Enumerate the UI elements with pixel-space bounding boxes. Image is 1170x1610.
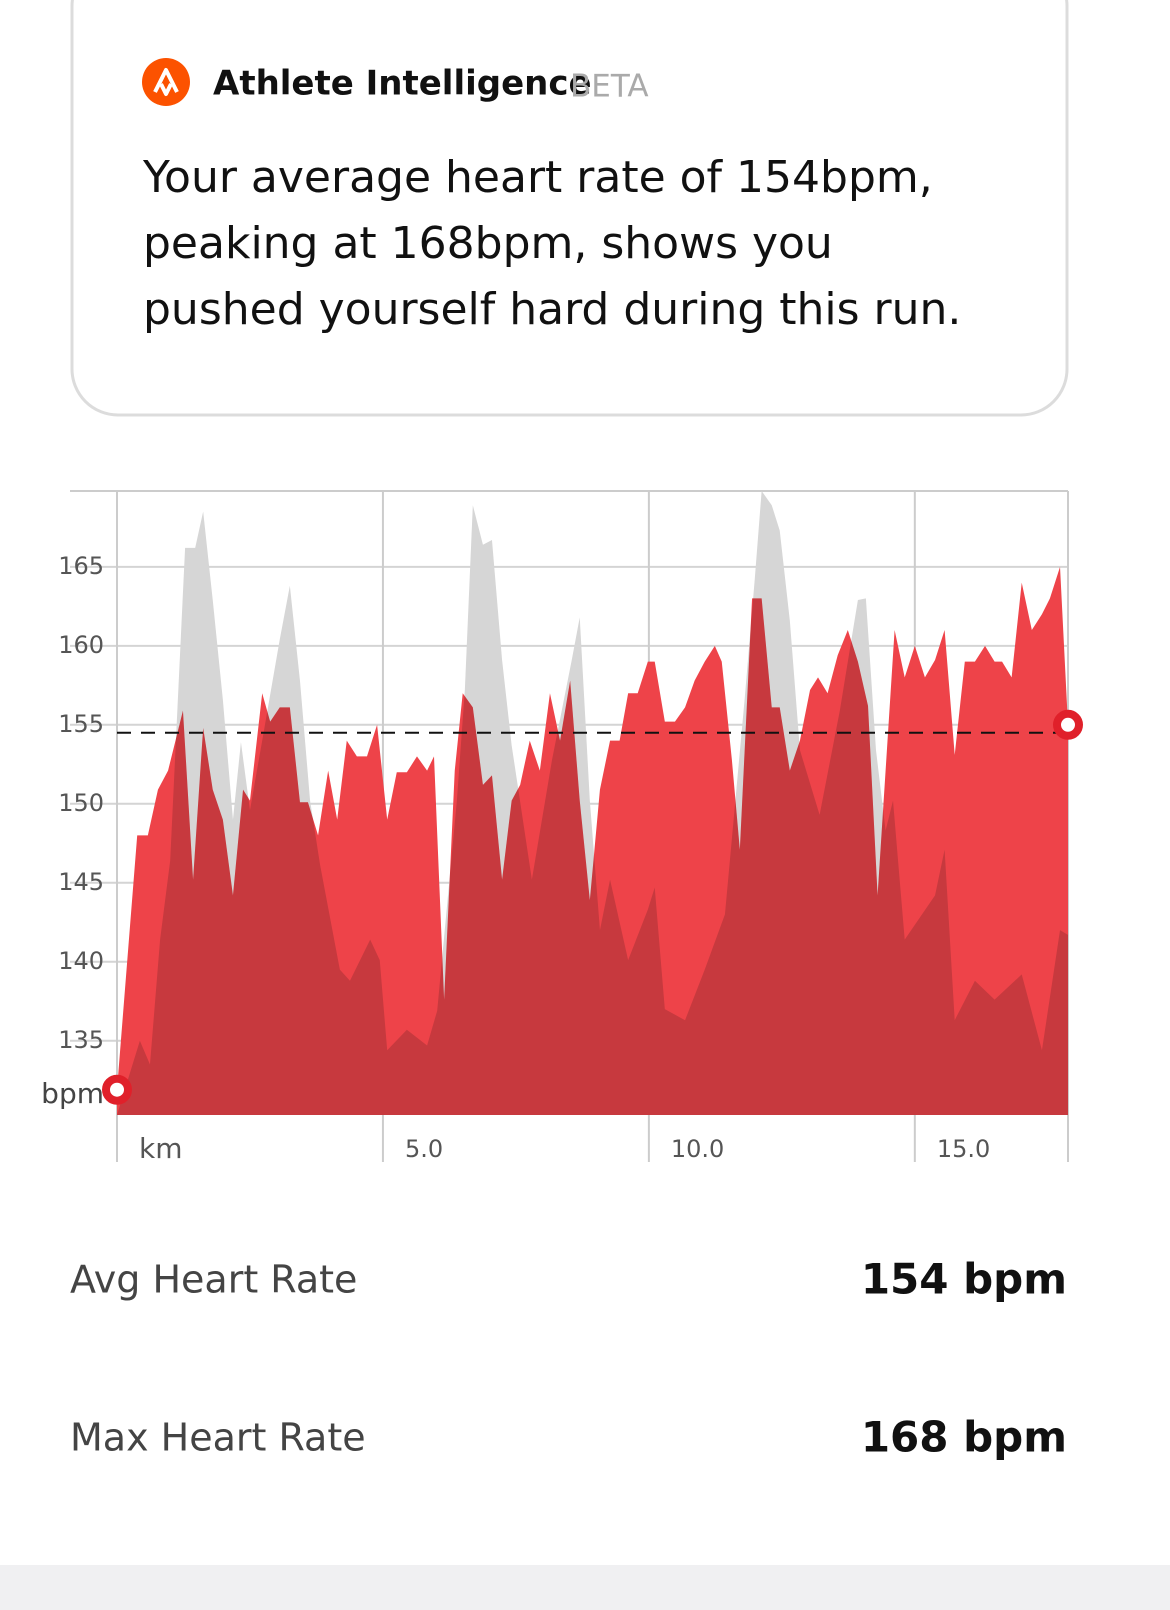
stat-label: Max Heart Rate (70, 1416, 366, 1460)
x-tick-label: 5.0 (405, 1135, 443, 1163)
y-unit: bpm (41, 1077, 104, 1110)
insight-card (70, 0, 1069, 417)
x-tick-label: 10.0 (671, 1135, 724, 1163)
y-tick-label: 135 (58, 1026, 104, 1054)
stat-label: Avg Heart Rate (70, 1258, 357, 1302)
insight-line: Your average heart rate of 154bpm, (142, 152, 933, 203)
y-tick-label: 140 (58, 947, 104, 975)
insight-line: peaking at 168bpm, shows you (143, 218, 833, 269)
end-marker (102, 1074, 132, 1105)
y-tick-label: 155 (58, 710, 104, 738)
end-marker (1053, 709, 1083, 740)
insight-line: pushed yourself hard during this run. (143, 284, 961, 335)
x-tick-label: km (139, 1132, 183, 1165)
stat-value: 168 bpm (861, 1413, 1067, 1462)
y-tick-label: 165 (58, 552, 104, 580)
logo (142, 58, 190, 106)
stat-value: 154 bpm (861, 1255, 1067, 1304)
beta-badge: BETA (570, 69, 649, 105)
x-tick-label: 15.0 (937, 1135, 990, 1163)
card-title: Athlete Intelligence (213, 64, 592, 104)
bottom-bar (0, 1565, 1170, 1610)
y-tick-label: 160 (58, 631, 104, 659)
y-tick-label: 150 (58, 789, 104, 817)
overlap-area (117, 566, 1068, 1115)
y-tick-label: 145 (58, 868, 104, 896)
hr-chart: 135 140 145 150 155 160 165 bpm km 5.0 10.0 15.0 (41, 490, 1083, 1165)
